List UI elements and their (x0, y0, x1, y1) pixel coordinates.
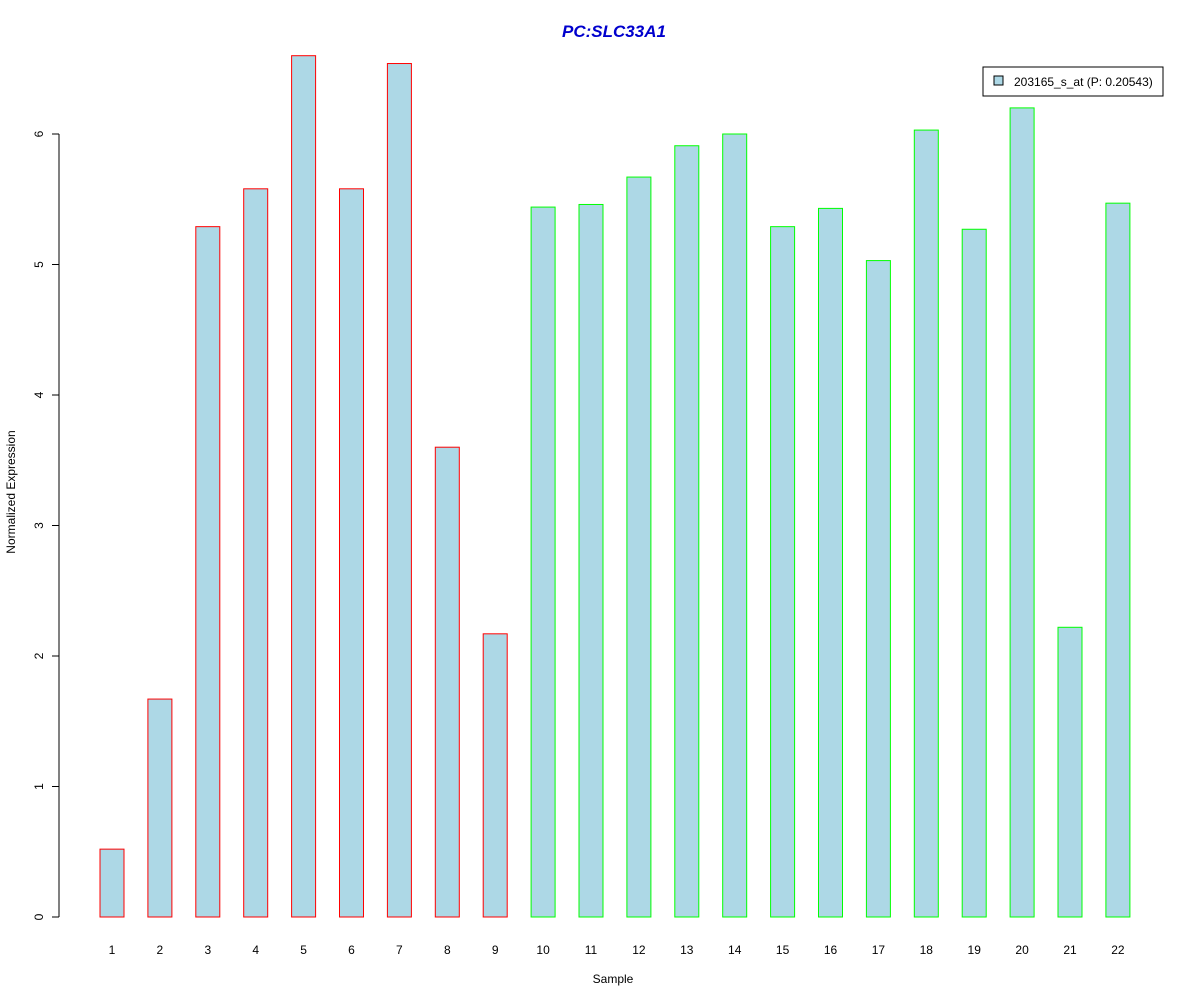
y-tick-label: 2 (32, 652, 46, 659)
x-tick-label: 14 (728, 943, 742, 957)
x-tick-label: 12 (632, 943, 646, 957)
x-tick-label: 2 (157, 943, 164, 957)
bar-sample-17 (865, 260, 891, 918)
x-tick-label: 17 (872, 943, 886, 957)
bar-sample-9 (482, 633, 508, 918)
bar-sample-4 (243, 188, 269, 918)
y-tick-label: 0 (32, 913, 46, 920)
x-tick-label: 7 (396, 943, 403, 957)
legend-box (982, 66, 1164, 97)
x-tick-label: 15 (776, 943, 790, 957)
y-axis-label: Normalized Expression (4, 430, 18, 553)
bar-sample-14 (722, 133, 748, 918)
bar-sample-6 (339, 188, 364, 918)
bar-sample-8 (434, 446, 460, 918)
y-tick-label: 5 (32, 261, 46, 268)
y-tick-label: 1 (32, 783, 46, 790)
x-tick-label: 10 (536, 943, 550, 957)
bar-sample-11 (578, 203, 604, 918)
bar-sample-13 (674, 145, 700, 918)
x-tick-label: 11 (585, 943, 598, 957)
bar-sample-1 (99, 848, 125, 918)
bar-sample-20 (1009, 107, 1035, 918)
bar-sample-12 (626, 176, 652, 918)
y-tick-label: 6 (32, 130, 46, 137)
x-tick-label: 19 (968, 943, 982, 957)
x-axis-label: Sample (593, 972, 634, 986)
bar-sample-7 (386, 63, 412, 918)
bar-sample-3 (195, 226, 221, 918)
x-tick-label: 21 (1063, 943, 1077, 957)
bar-sample-18 (913, 129, 939, 918)
y-axis: 0 1 2 3 4 5 6 (32, 130, 60, 920)
y-tick-label: 3 (32, 522, 46, 529)
y-tick-label: 4 (32, 391, 46, 398)
bar-sample-2 (147, 698, 173, 918)
bar-sample-21 (1057, 626, 1083, 918)
bar-sample-19 (961, 228, 987, 918)
bar-sample-22 (1105, 202, 1131, 918)
x-tick-label: 22 (1111, 943, 1125, 957)
x-axis-tick-labels: 1 2 3 4 5 6 7 8 9 10 11 12 13 14 15 16 17 18 19 20 21 22 (109, 943, 1125, 957)
x-tick-label: 6 (348, 943, 355, 957)
bar-sample-15 (770, 226, 796, 918)
x-tick-label: 9 (492, 943, 499, 957)
x-tick-label: 20 (1015, 943, 1029, 957)
bar-sample-16 (818, 207, 843, 918)
x-tick-label: 18 (920, 943, 934, 957)
x-tick-label: 5 (300, 943, 307, 957)
legend: 203165_s_at (P: 0.20543) (982, 66, 1164, 97)
chart-title: PC:SLC33A1 (562, 22, 666, 41)
x-tick-label: 8 (444, 943, 451, 957)
legend-swatch (993, 75, 1004, 86)
bar-sample-5 (291, 55, 317, 918)
legend-entry: 203165_s_at (P: 0.20543) (1014, 75, 1153, 89)
x-tick-label: 16 (824, 943, 838, 957)
x-tick-label: 3 (204, 943, 211, 957)
bars (99, 55, 1131, 918)
bar-sample-10 (530, 206, 556, 918)
x-tick-label: 13 (680, 943, 694, 957)
x-tick-label: 1 (109, 943, 116, 957)
x-tick-label: 4 (252, 943, 259, 957)
